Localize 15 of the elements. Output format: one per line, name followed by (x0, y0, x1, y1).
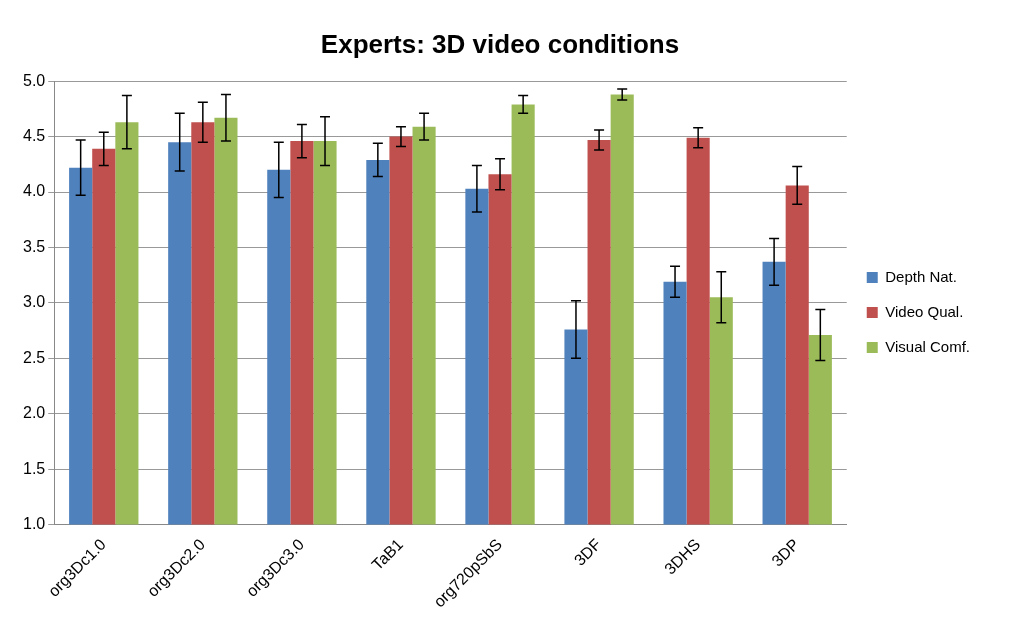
y-tick-label: 1.0 (22, 514, 46, 532)
y-tick-label: 2.5 (22, 348, 46, 366)
x-tick-label: 3DP (768, 535, 803, 570)
legend-label: Visual Comf. (885, 337, 971, 355)
y-tick-label: 3.5 (22, 237, 46, 255)
x-tick-label: 3DF (570, 535, 605, 569)
legend-label: Video Qual. (885, 302, 964, 320)
y-tick-label: 1.5 (22, 459, 46, 477)
y-tick-label: 3.0 (22, 293, 46, 311)
y-tick-label: 4.0 (22, 182, 46, 200)
chart-title: Experts: 3D video conditions (320, 28, 680, 59)
y-tick-label: 5.0 (22, 71, 46, 89)
y-tick-label: 2.0 (22, 404, 46, 422)
legend-label: Depth Nat. (885, 267, 957, 285)
y-tick-label: 4.5 (22, 127, 46, 145)
